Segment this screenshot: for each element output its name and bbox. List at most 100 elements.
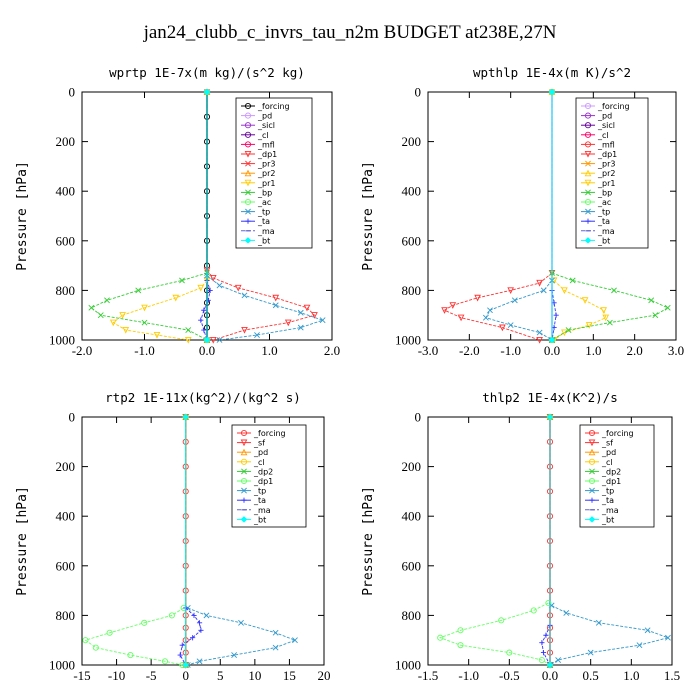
legend-marker xyxy=(244,102,252,110)
series-tp xyxy=(482,277,555,343)
data-point xyxy=(203,612,210,619)
data-point xyxy=(600,307,607,314)
data-point xyxy=(201,327,207,333)
legend-label: _pd xyxy=(257,112,272,121)
data-point xyxy=(297,324,304,331)
data-point xyxy=(595,619,602,626)
legend-label: _ac xyxy=(257,198,271,207)
figure-title: jan24_clubb_c_invrs_tau_n2m BUDGET at238… xyxy=(143,22,557,43)
y-tick-label: 800 xyxy=(56,283,76,298)
legend: _forcing_sf_pd_cl_dp2_dp1_tp_ta_ma_bt xyxy=(231,424,307,528)
legend-label: _mfl xyxy=(257,140,275,149)
series-line xyxy=(485,280,553,341)
data-point xyxy=(543,632,549,638)
data-point xyxy=(203,336,211,344)
legend-marker xyxy=(588,516,596,523)
data-point xyxy=(182,413,189,421)
legend-label: _dp1 xyxy=(601,477,621,486)
legend-marker xyxy=(245,189,251,196)
data-point xyxy=(203,88,211,96)
y-tick-label: 800 xyxy=(402,283,422,298)
series-dp1 xyxy=(82,604,187,669)
legend-label: _tp xyxy=(601,487,614,496)
series-line xyxy=(541,625,551,666)
legend-marker xyxy=(584,237,592,244)
data-point xyxy=(141,304,148,312)
data-point xyxy=(561,329,568,337)
data-point xyxy=(168,612,175,619)
series-dp1 xyxy=(437,599,554,669)
legend-marker xyxy=(584,179,592,187)
panel-title: rtp2 1E-11x(kg^2)/(kg^2 s) xyxy=(105,390,301,405)
data-point xyxy=(536,329,543,336)
y-tick-label: 200 xyxy=(402,459,422,474)
legend-marker xyxy=(240,458,248,465)
data-point xyxy=(482,314,489,321)
x-tick-label: 2.0 xyxy=(324,343,340,358)
x-tick-label: 15 xyxy=(283,668,296,683)
y-axis-label: Pressure [hPa] xyxy=(361,486,376,596)
legend-marker xyxy=(589,497,595,503)
x-tick-label: -5 xyxy=(146,668,157,683)
legend-marker xyxy=(585,218,591,224)
series-ta xyxy=(198,277,213,343)
legend-marker xyxy=(244,112,252,119)
legend-marker xyxy=(588,439,596,447)
legend-marker xyxy=(244,122,252,129)
legend-label: _ma xyxy=(601,506,619,515)
x-tick-label: 0.0 xyxy=(544,343,560,358)
legend-label: _bt xyxy=(601,515,614,524)
x-tick-label: 0.0 xyxy=(542,668,558,683)
y-tick-label: 600 xyxy=(56,233,76,248)
plot-frame xyxy=(81,416,325,666)
y-axis-label: Pressure [hPa] xyxy=(361,161,376,271)
x-tick-label: 1.0 xyxy=(585,343,601,358)
data-point xyxy=(539,640,545,646)
legend-label: _ta xyxy=(253,496,266,505)
y-axis-label: Pressure [hPa] xyxy=(15,161,30,271)
legend-label: _bp xyxy=(597,188,612,197)
series-tp xyxy=(547,602,671,668)
data-point xyxy=(205,297,211,303)
series-dp1 xyxy=(203,267,318,344)
data-point xyxy=(546,413,554,421)
legend-label: _ac xyxy=(597,198,611,207)
series-line xyxy=(553,280,607,341)
series-line xyxy=(206,270,316,341)
legend-marker xyxy=(245,160,251,167)
series-pr1 xyxy=(109,277,211,344)
data-point xyxy=(198,627,204,633)
data-point xyxy=(272,302,279,309)
data-point xyxy=(644,627,651,634)
legend-marker xyxy=(244,169,252,177)
legend-label: _dp2 xyxy=(253,467,273,476)
legend-marker xyxy=(584,141,592,148)
legend-label: _ta xyxy=(601,496,614,505)
series-line xyxy=(438,602,551,666)
data-point xyxy=(536,279,543,287)
legend-marker xyxy=(584,112,592,119)
data-point xyxy=(109,319,117,327)
legend-marker xyxy=(584,169,592,177)
series-bt xyxy=(548,88,556,344)
data-point xyxy=(507,287,514,295)
data-point xyxy=(197,284,205,292)
data-point xyxy=(272,644,279,651)
legend-label: _sicl xyxy=(597,121,615,130)
data-point xyxy=(665,634,671,641)
legend-label: _tp xyxy=(257,208,270,217)
panel-title: wprtp 1E-7x(m kg)/(s^2 kg) xyxy=(109,65,305,80)
legend-label: _ma xyxy=(257,227,275,236)
data-point xyxy=(172,294,180,302)
legend-label: _sf xyxy=(601,439,613,448)
data-point xyxy=(88,304,95,311)
data-point xyxy=(548,336,556,344)
legend-label: _bt xyxy=(253,515,266,524)
data-point xyxy=(92,644,99,651)
legend-marker xyxy=(244,131,252,138)
x-tick-label: -15 xyxy=(73,668,90,683)
y-axis-label: Pressure [hPa] xyxy=(15,486,30,596)
legend-label: _cl xyxy=(601,458,613,467)
data-point xyxy=(238,619,244,626)
series-line xyxy=(187,607,297,666)
